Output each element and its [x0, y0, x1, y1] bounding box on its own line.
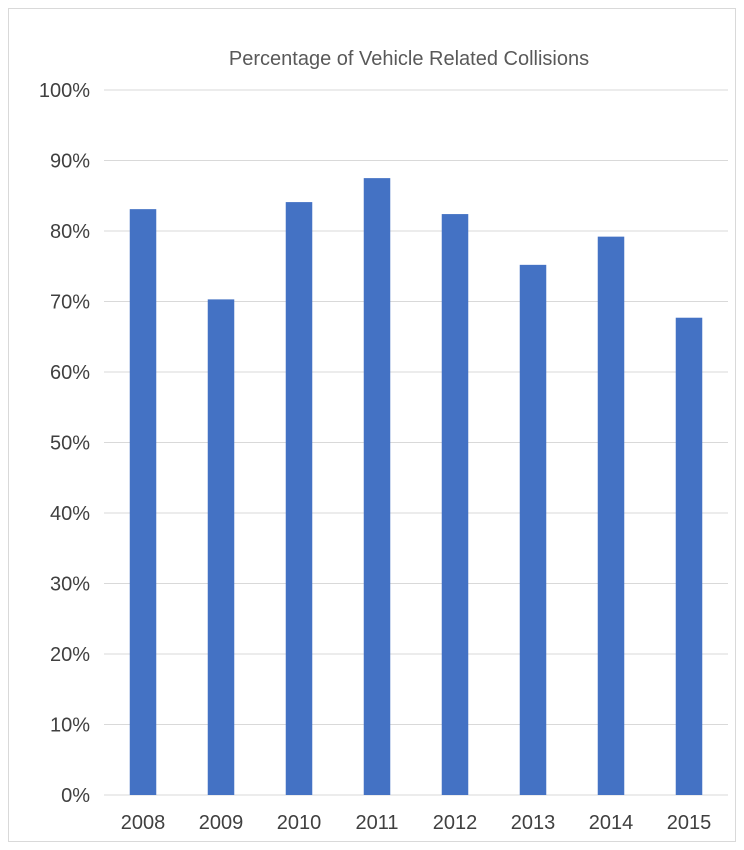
bar-2013 — [519, 264, 547, 796]
bars — [129, 178, 703, 796]
x-tick-label-2011: 2011 — [355, 812, 398, 834]
y-tick-label: 30% — [50, 574, 90, 596]
x-tick-label-2015: 2015 — [667, 812, 712, 834]
y-tick-label: 100% — [39, 80, 90, 102]
y-tick-label: 20% — [50, 644, 90, 666]
y-tick-label: 10% — [50, 715, 90, 737]
x-tick-label-2009: 2009 — [199, 812, 244, 834]
x-tick-label-2008: 2008 — [121, 812, 166, 834]
bar-2010 — [285, 202, 313, 796]
y-tick-label: 0% — [61, 785, 90, 807]
bar-2015 — [675, 317, 703, 795]
x-tick-label-2013: 2013 — [511, 812, 556, 834]
bar-2008 — [129, 209, 157, 795]
y-axis: 0% 10% 20% 30% 40% 50% 60% 70% 80% 90% 100% — [39, 80, 90, 807]
bar-2011 — [363, 178, 391, 795]
y-tick-label: 60% — [50, 362, 90, 384]
bar-2009 — [207, 299, 235, 795]
bar-2012 — [441, 214, 469, 795]
y-tick-label: 90% — [50, 151, 90, 173]
y-tick-label: 50% — [50, 433, 90, 455]
y-tick-label: 70% — [50, 292, 90, 314]
x-tick-label-2014: 2014 — [589, 812, 634, 834]
y-tick-label: 80% — [50, 221, 90, 243]
x-tick-label-2012: 2012 — [433, 812, 478, 834]
chart-title: Percentage of Vehicle Related Collisions — [229, 48, 589, 70]
gridlines — [104, 89, 728, 796]
y-tick-label: 40% — [50, 503, 90, 525]
bar-2014 — [597, 236, 625, 795]
x-tick-label-2010: 2010 — [277, 812, 322, 834]
x-axis: 2008 2009 2010 2011 2012 2013 2014 2015 — [121, 812, 712, 834]
